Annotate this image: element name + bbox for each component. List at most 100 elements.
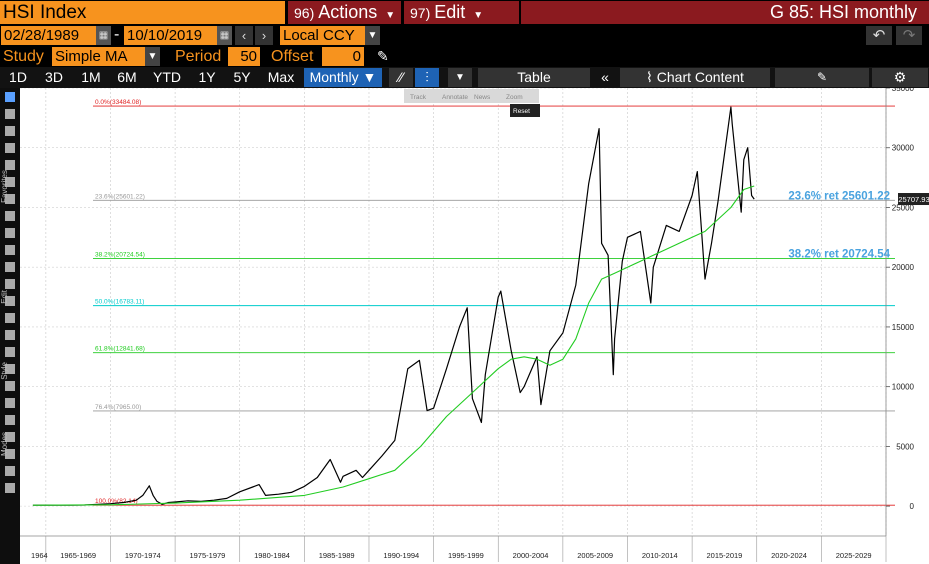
x-tick-label: 2020-2024 <box>771 551 807 560</box>
tool-icon[interactable] <box>5 483 15 493</box>
side-tab-favorites[interactable]: Favorites <box>0 170 9 203</box>
undo-icon[interactable]: ↶ <box>866 26 892 45</box>
mini-toolbar-item[interactable]: Track <box>410 94 427 101</box>
tool-icon[interactable] <box>5 432 15 442</box>
bar-chart-icon[interactable]: ⫶ <box>415 68 439 87</box>
plot-background <box>20 88 929 564</box>
retracement-annotation: 38.2% ret 20724.54 <box>788 249 890 261</box>
tool-icon[interactable] <box>5 330 15 340</box>
side-tab-edit[interactable]: Edit <box>0 290 9 304</box>
y-tick-label: 0 <box>910 502 915 511</box>
tool-icon[interactable] <box>5 194 15 204</box>
tool-icon[interactable] <box>5 211 15 221</box>
y-tick-label: 5000 <box>896 442 914 451</box>
table-button[interactable]: Table <box>478 68 590 87</box>
range-1y[interactable]: 1Y <box>198 69 216 85</box>
tool-icon[interactable] <box>5 449 15 459</box>
y-tick-label: 15000 <box>892 323 915 332</box>
chevron-down-icon: ▼ <box>385 10 396 21</box>
mini-toolbar-item[interactable]: Annotate <box>442 94 468 101</box>
prev-period-button[interactable]: ‹ <box>235 26 253 45</box>
tool-icon[interactable] <box>5 245 15 255</box>
last-price-label: 25707.93 <box>898 195 929 204</box>
tool-icon[interactable] <box>5 313 15 323</box>
edit-menu[interactable]: 97) Edit ▼ <box>404 1 519 24</box>
chevron-down-icon: ▼ <box>473 10 484 21</box>
period-field[interactable]: 50 <box>228 47 260 66</box>
x-tick-label: 2015-2019 <box>706 551 742 560</box>
calendar-icon[interactable]: ▦ <box>96 26 111 45</box>
start-date-field[interactable]: 02/28/1989 <box>1 26 111 45</box>
range-3d[interactable]: 3D <box>45 69 63 85</box>
chevron-down-icon[interactable]: ▼ <box>448 68 472 87</box>
y-tick-label: 20000 <box>892 263 915 272</box>
side-tab-style[interactable]: Style <box>0 362 9 380</box>
frequency-select[interactable]: Monthly ▼ <box>304 68 382 87</box>
x-tick-label: 1970-1974 <box>125 551 161 560</box>
tool-icon[interactable] <box>5 177 15 187</box>
range-ytd[interactable]: YTD <box>153 69 181 85</box>
study-field[interactable]: Simple MA <box>52 47 160 66</box>
offset-field[interactable]: 0 <box>322 47 364 66</box>
fib-level-label: 76.4%(7965.00) <box>95 404 141 411</box>
redo-icon[interactable]: ↷ <box>896 26 922 45</box>
collapse-icon[interactable]: « <box>601 69 609 85</box>
x-tick-label: 1964 <box>31 551 48 560</box>
mini-toolbar-item[interactable]: News <box>474 94 491 101</box>
tool-icon[interactable] <box>5 347 15 357</box>
tool-icon[interactable] <box>5 126 15 136</box>
actions-number: 96) <box>294 5 315 21</box>
fib-level-label: 50.0%(16783.11) <box>95 299 144 306</box>
tool-icon[interactable] <box>5 415 15 425</box>
window-title: G 85: HSI monthly <box>521 1 929 24</box>
tool-icon[interactable] <box>5 92 15 102</box>
study-bar: Study Simple MA ▼ Period 50 Offset 0 ✎ <box>0 46 929 67</box>
mini-toolbar-items: Track Annotate News Zoom Reset <box>410 94 530 115</box>
side-tab-modes[interactable]: Modes <box>0 432 9 457</box>
fib-level-label: 23.6%(25601.22) <box>95 193 145 200</box>
pencil-icon[interactable]: ✎ <box>377 48 389 64</box>
y-tick-label: 10000 <box>892 383 915 392</box>
mini-toolbar-item[interactable]: Zoom <box>506 94 523 101</box>
gear-icon[interactable]: ⚙ <box>872 68 928 87</box>
chevron-down-icon[interactable]: ▼ <box>145 47 160 66</box>
tool-icon[interactable] <box>5 364 15 374</box>
x-tick-label: 1985-1989 <box>319 551 355 560</box>
reset-button[interactable]: Reset <box>513 108 530 115</box>
edit-chart-icon[interactable]: ✎ <box>775 68 869 87</box>
range-max[interactable]: Max <box>267 69 295 85</box>
actions-menu[interactable]: 96) Actions ▼ <box>288 1 401 24</box>
tool-icon[interactable] <box>5 262 15 272</box>
tool-icon[interactable] <box>5 466 15 476</box>
chevron-down-icon[interactable]: ▼ <box>365 26 380 45</box>
end-date-field[interactable]: 10/10/2019 <box>124 26 232 45</box>
chart-canvas[interactable]: 0.0%(33484.08) 23.6%(25601.22) 38.2%(20724… <box>0 88 929 564</box>
fib-levels: 0.0%(33484.08) 23.6%(25601.22) 38.2%(20724… <box>93 99 895 506</box>
chevron-down-icon: ▼ <box>362 69 377 85</box>
fib-level-label: 38.2%(20724.54) <box>95 252 145 259</box>
x-tick-label: 1965-1969 <box>60 551 96 560</box>
tool-icon[interactable] <box>5 160 15 170</box>
ticker-field[interactable]: HSI Index <box>0 1 285 24</box>
y-tick-label: 25000 <box>892 203 915 212</box>
next-period-button[interactable]: › <box>255 26 273 45</box>
range-1m[interactable]: 1M <box>81 69 101 85</box>
tool-icon[interactable] <box>5 279 15 289</box>
range-5y[interactable]: 5Y <box>233 69 251 85</box>
x-tick-label: 2000-2004 <box>513 551 549 560</box>
tool-icon[interactable] <box>5 143 15 153</box>
tool-icon[interactable] <box>5 381 15 391</box>
currency-field[interactable]: Local CCY <box>280 26 380 45</box>
line-chart-icon[interactable]: ⁄⁄ <box>389 68 413 87</box>
y-tick-label: 30000 <box>892 144 915 153</box>
mini-toolbar <box>404 89 540 117</box>
tool-icon[interactable] <box>5 296 15 306</box>
chart-content-button[interactable]: ⌇ Chart Content <box>620 68 770 87</box>
tool-icon[interactable] <box>5 398 15 408</box>
tool-icon[interactable] <box>5 109 15 119</box>
y-axis: 0 5000 10000 15000 20000 25000 30000 35000 25707… <box>885 88 929 536</box>
calendar-icon[interactable]: ▦ <box>217 26 232 45</box>
range-6m[interactable]: 6M <box>117 69 137 85</box>
range-1d[interactable]: 1D <box>9 69 27 85</box>
tool-icon[interactable] <box>5 228 15 238</box>
